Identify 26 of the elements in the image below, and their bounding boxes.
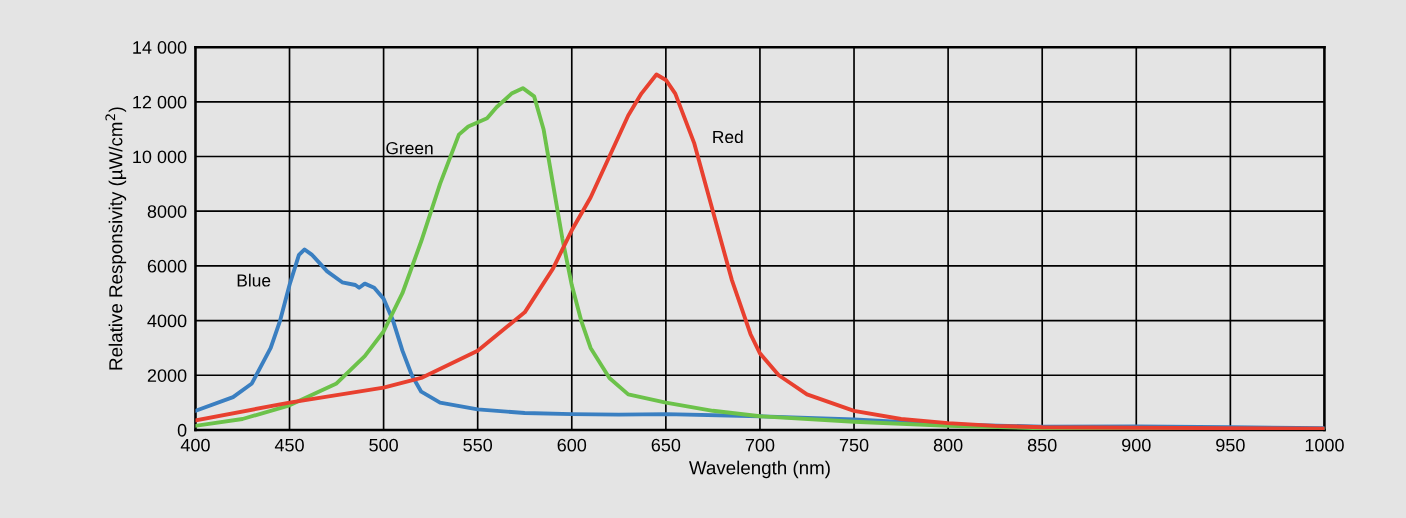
x-tick-label: 600 [557, 438, 587, 452]
series-label: Red [713, 130, 743, 144]
x-tick-label: 900 [1122, 438, 1151, 452]
y-tick-label: 14 000 [133, 41, 187, 54]
y-tick-label: 10 000 [133, 150, 187, 164]
x-tick-label: 700 [745, 438, 775, 452]
x-tick-label: 750 [839, 438, 869, 452]
x-tick-label: 550 [463, 438, 493, 452]
y-tick-label: 2000 [147, 369, 187, 382]
y-tick-label: 4000 [147, 314, 187, 328]
series-label: Blue [237, 273, 271, 287]
x-tick-label: 450 [274, 438, 304, 452]
x-tick-label: 800 [933, 438, 963, 452]
x-tick-label: 950 [1216, 438, 1245, 452]
x-axis-title: Wavelength (nm) [689, 460, 830, 479]
x-tick-label: 400 [180, 438, 210, 452]
y-tick-label: 12 000 [133, 95, 187, 109]
y-axis-title: Relative Responsivity (µW/cm$^{2}$) [105, 107, 127, 370]
series-label: Green [386, 142, 433, 155]
y-tick-label: 0 [177, 423, 187, 437]
y-tick-label: 8000 [147, 205, 187, 218]
y-tick-label: 6000 [147, 259, 187, 273]
x-tick-label: 850 [1027, 438, 1057, 452]
x-tick-label: 500 [369, 438, 398, 452]
x-tick-label: 650 [651, 438, 681, 452]
x-tick-label: 1000 [1305, 438, 1344, 452]
